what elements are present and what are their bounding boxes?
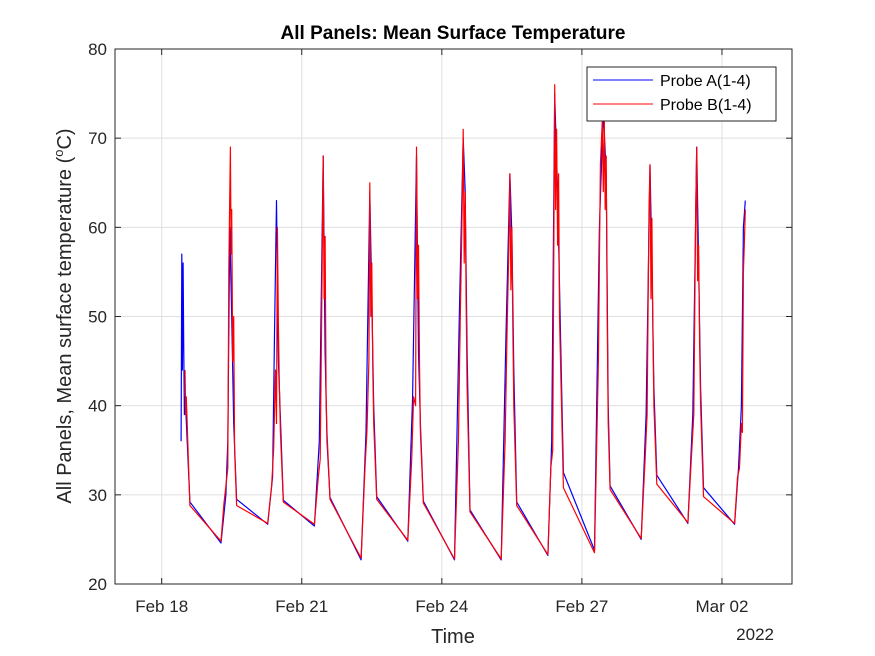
x-axis-label: Time	[431, 626, 475, 648]
chart-title: All Panels: Mean Surface Temperature	[281, 23, 626, 44]
y-tick-label: 50	[88, 308, 107, 327]
legend-label-probe-a: Probe A(1-4)	[660, 73, 751, 90]
x-axis-year-label: 2022	[736, 625, 774, 644]
legend-box	[586, 66, 777, 122]
series-line-probe-b	[184, 84, 746, 560]
y-tick-label: 20	[88, 575, 107, 594]
x-tick-label: Mar 02	[696, 597, 749, 616]
y-tick-label: 40	[88, 397, 107, 416]
legend-label-probe-b: Probe B(1-4)	[660, 97, 752, 114]
y-axis-label-main: All Panels, Mean surface temperature (	[54, 156, 76, 503]
legend: Probe A(1-4) Probe B(1-4)	[586, 66, 777, 122]
y-tick-label: 80	[88, 40, 107, 59]
series-lines	[180, 84, 746, 561]
y-axis-label-superscript: o	[51, 150, 66, 157]
y-axis-label: All Panels, Mean surface temperature (oC…	[51, 128, 76, 503]
x-tick-label: Feb 24	[415, 597, 468, 616]
y-tick-label: 60	[88, 218, 107, 237]
y-axis-label-unit: C)	[54, 128, 76, 149]
y-tick-label: 30	[88, 486, 107, 505]
x-tick-label: Feb 21	[275, 597, 328, 616]
x-tick-label: Feb 27	[555, 597, 608, 616]
x-tick-label: Feb 18	[135, 597, 188, 616]
axis-ticks: 20 30 40 50 60 70 80 Feb 18 Feb 21 Feb 24 Feb 27 Ma…	[88, 40, 792, 616]
y-tick-label: 70	[88, 129, 107, 148]
